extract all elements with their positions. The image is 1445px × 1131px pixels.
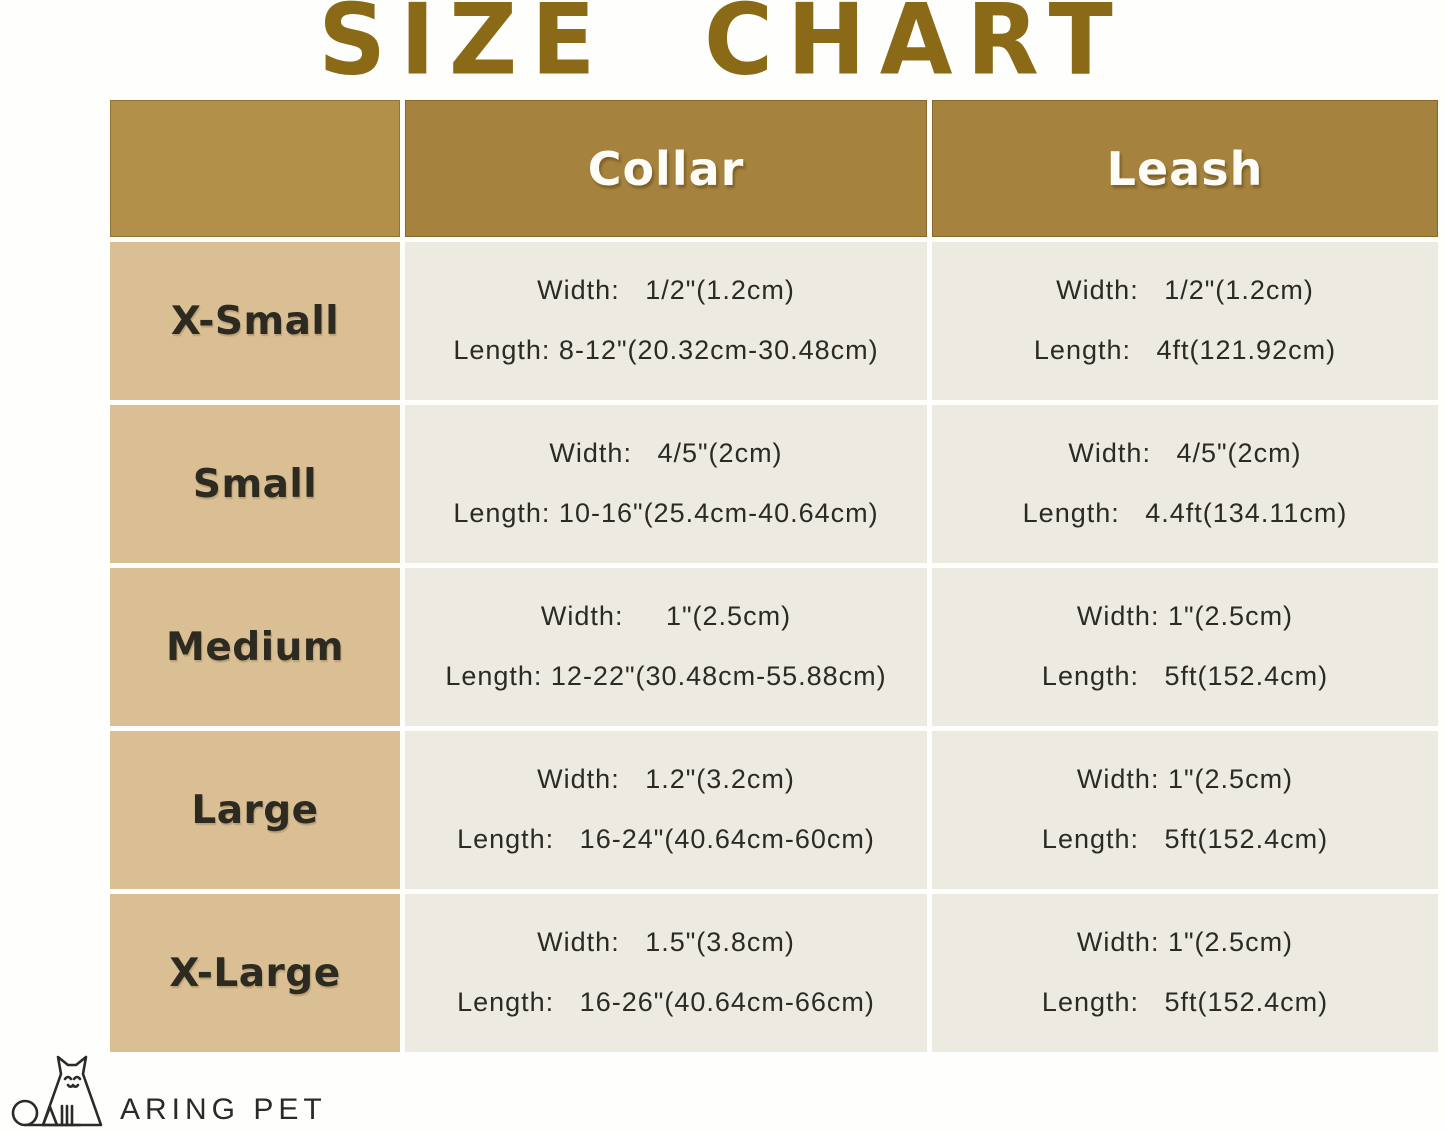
column-header-collar: Collar [405, 100, 927, 237]
leash-width-large: Width: 1"(2.5cm) [1076, 764, 1294, 795]
collar-cell-large: Width: 1.2"(3.2cm) Length: 16-24"(40.64c… [405, 731, 927, 889]
collar-cell-x-large: Width: 1.5"(3.8cm) Length: 16-26"(40.64c… [405, 894, 927, 1052]
page-title: SIZE CHART [318, 0, 1127, 98]
leash-length-large: Length: 5ft(152.4cm) [1041, 824, 1329, 854]
collar-width-x-small: Width: 1/2"(1.2cm) [537, 275, 795, 306]
row-label-small: Small [110, 405, 400, 563]
leash-cell-x-large: Width: 1"(2.5cm) Length: 5ft(152.4cm) [932, 894, 1438, 1052]
leash-cell-x-small: Width: 1/2"(1.2cm) Length: 4ft(121.92cm) [932, 242, 1438, 400]
leash-width-x-large: Width: 1"(2.5cm) [1076, 927, 1294, 958]
row-label-large: Large [110, 731, 400, 889]
collar-cell-medium: Width: 1"(2.5cm) Length: 12-22"(30.48cm-… [405, 568, 927, 726]
collar-length-small: Length: 10-16"(25.4cm-40.64cm) [453, 498, 879, 528]
collar-width-large: Width: 1.2"(3.2cm) [537, 764, 795, 795]
brand-logo: ARING PET [10, 1052, 327, 1131]
collar-cell-x-small: Width: 1/2"(1.2cm) Length: 8-12"(20.32cm… [405, 242, 927, 400]
leash-length-medium: Length: 5ft(152.4cm) [1041, 661, 1329, 691]
corner-cell [110, 100, 400, 237]
leash-width-small: Width: 4/5"(2cm) [1068, 438, 1302, 469]
leash-length-small: Length: 4.4ft(134.11cm) [1022, 498, 1348, 528]
column-header-leash: Leash [932, 100, 1438, 237]
size-chart-table: Collar Leash X-Small Width: 1/2"(1.2cm) … [110, 100, 1438, 1052]
leash-width-medium: Width: 1"(2.5cm) [1076, 601, 1294, 632]
row-label-x-small: X-Small [110, 242, 400, 400]
leash-length-x-large: Length: 5ft(152.4cm) [1041, 987, 1329, 1017]
leash-length-x-small: Length: 4ft(121.92cm) [1033, 335, 1337, 365]
leash-cell-medium: Width: 1"(2.5cm) Length: 5ft(152.4cm) [932, 568, 1438, 726]
collar-length-medium: Length: 12-22"(30.48cm-55.88cm) [445, 661, 887, 691]
collar-length-x-large: Length: 16-26"(40.64cm-66cm) [457, 987, 875, 1017]
row-label-x-large: X-Large [110, 894, 400, 1052]
collar-width-medium: Width: 1"(2.5cm) [540, 601, 792, 632]
cat-logo-icon [10, 1052, 112, 1131]
leash-cell-small: Width: 4/5"(2cm) Length: 4.4ft(134.11cm) [932, 405, 1438, 563]
leash-cell-large: Width: 1"(2.5cm) Length: 5ft(152.4cm) [932, 731, 1438, 889]
collar-width-x-large: Width: 1.5"(3.8cm) [537, 927, 795, 958]
collar-width-small: Width: 4/5"(2cm) [549, 438, 783, 469]
collar-length-x-small: Length: 8-12"(20.32cm-30.48cm) [453, 335, 879, 365]
brand-name-text: ARING PET [120, 1093, 327, 1126]
row-label-medium: Medium [110, 568, 400, 726]
leash-width-x-small: Width: 1/2"(1.2cm) [1056, 275, 1314, 306]
collar-cell-small: Width: 4/5"(2cm) Length: 10-16"(25.4cm-4… [405, 405, 927, 563]
collar-length-large: Length: 16-24"(40.64cm-60cm) [457, 824, 875, 854]
